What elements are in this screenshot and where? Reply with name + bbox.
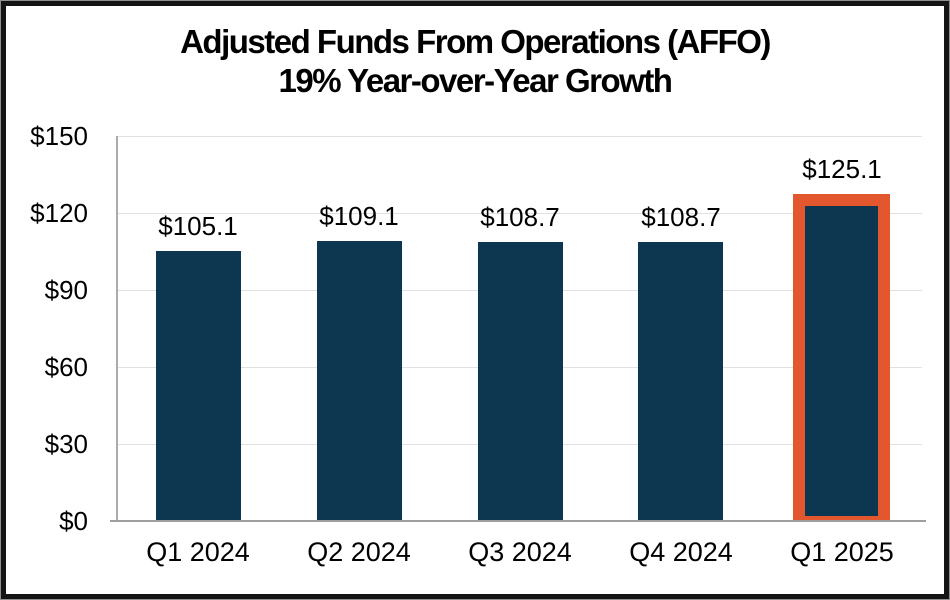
x-axis-line — [110, 520, 926, 522]
bar-value-label: $109.1 — [319, 201, 399, 231]
bar-value-label: $108.7 — [641, 202, 721, 232]
bar — [156, 251, 241, 521]
gridline — [118, 136, 922, 137]
y-axis-tick-label: $30 — [44, 429, 88, 459]
bar — [805, 206, 878, 516]
bar-value-label: $125.1 — [802, 154, 882, 184]
bar — [317, 241, 402, 521]
bar — [638, 242, 723, 521]
x-axis-label: Q1 2025 — [790, 537, 894, 567]
chart-title-line1: Adjusted Funds From Operations (AFFO) — [180, 23, 771, 60]
bar-value-label: $105.1 — [158, 211, 238, 241]
chart-title: Adjusted Funds From Operations (AFFO) 19… — [0, 22, 950, 100]
bar-value-label: $108.7 — [480, 202, 560, 232]
x-axis-label: Q4 2024 — [629, 537, 733, 567]
y-axis-tick-label: $0 — [59, 506, 88, 536]
gridline — [118, 213, 922, 214]
x-axis-label: Q2 2024 — [307, 537, 411, 567]
y-axis-tick-label: $60 — [44, 352, 88, 382]
y-axis-tick-label: $150 — [30, 121, 88, 151]
bar — [478, 242, 563, 521]
x-axis-label: Q3 2024 — [468, 537, 572, 567]
y-axis-tick-label: $90 — [44, 275, 88, 305]
highlight-frame — [793, 194, 890, 521]
y-axis-line — [116, 136, 118, 522]
x-axis-label: Q1 2024 — [146, 537, 250, 567]
y-axis-tick-label: $120 — [30, 198, 88, 228]
chart-title-line2: 19% Year-over-Year Growth — [278, 62, 673, 99]
